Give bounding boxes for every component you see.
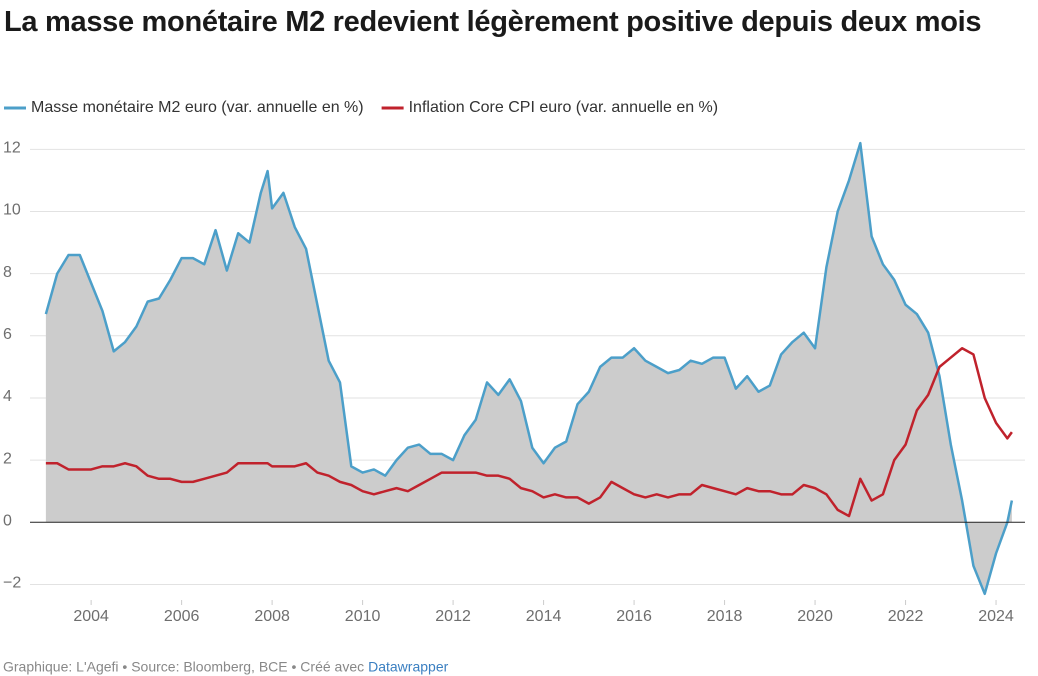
x-tick-label: 2006 xyxy=(164,608,200,625)
y-tick-label: −2 xyxy=(3,575,21,592)
x-tick-label: 2018 xyxy=(707,608,743,625)
x-tick-label: 2008 xyxy=(254,608,290,625)
y-tick-label: 10 xyxy=(3,202,21,219)
x-tick-label: 2022 xyxy=(888,608,924,625)
series-line xyxy=(45,346,1013,518)
legend-label: Inflation Core CPI euro (var. annuelle e… xyxy=(409,99,719,116)
area xyxy=(45,143,1012,594)
y-tick-label: 0 xyxy=(3,513,12,530)
source-note: Graphique: L'Agefi • Source: Bloomberg, … xyxy=(3,659,364,675)
y-tick-label: 12 xyxy=(3,140,21,157)
legend-label: Masse monétaire M2 euro (var. annuelle e… xyxy=(31,99,364,116)
credit-link: Datawrapper xyxy=(368,659,448,675)
x-tick-label: 2010 xyxy=(345,608,381,625)
y-tick-label: 2 xyxy=(3,450,12,467)
x-tick-label: 2024 xyxy=(978,608,1014,625)
x-tick-label: 2012 xyxy=(435,608,471,625)
x-tick-label: 2014 xyxy=(526,608,562,625)
y-tick-label: 6 xyxy=(3,326,12,343)
chart-title: La masse monétaire M2 redevient légèreme… xyxy=(4,6,982,38)
y-tick-label: 8 xyxy=(3,264,12,281)
series-line xyxy=(44,141,1014,596)
x-tick-label: 2016 xyxy=(616,608,652,625)
x-tick-label: 2020 xyxy=(797,608,833,625)
y-tick-label: 4 xyxy=(3,388,12,405)
x-tick-label: 2004 xyxy=(73,608,109,625)
